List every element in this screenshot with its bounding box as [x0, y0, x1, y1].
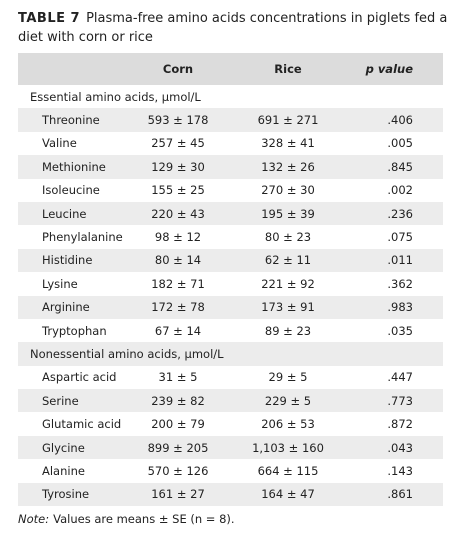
row-label: Tyrosine	[18, 482, 128, 507]
value-cell: .143	[387, 463, 413, 478]
value-cell: 206 ± 53	[261, 417, 315, 432]
table-row: Alanine 570 ± 126 664 ± 115 .143	[18, 459, 443, 482]
value-cell: 257 ± 45	[151, 136, 205, 151]
row-label: Glutamic acid	[42, 417, 122, 432]
row-label: Isoleucine	[42, 183, 100, 198]
value-cell: 270 ± 30	[261, 183, 315, 198]
value-cell: 664 ± 115	[257, 463, 319, 478]
row-label: Lysine	[42, 276, 78, 291]
value-cell: .773	[348, 389, 443, 413]
value-cell: .362	[387, 276, 413, 291]
value-cell: 182 ± 71	[151, 276, 205, 291]
value-cell: .845	[348, 155, 443, 179]
value-cell: 29 ± 5	[268, 370, 308, 385]
value-cell: 67 ± 14	[154, 323, 202, 338]
value-cell: 161 ± 27	[128, 482, 228, 507]
row-label: Valine	[42, 136, 77, 151]
value-cell: .075	[387, 230, 413, 245]
table-row: Glycine 899 ± 205 1,103 ± 160.043	[18, 435, 443, 460]
value-cell: 691 ± 271	[228, 108, 348, 132]
value-cell: .043	[348, 435, 443, 460]
table-row: Serine 239 ± 82 229 ± 5.773	[18, 389, 443, 413]
table-row: Tyrosine 161 ± 27 164 ± 47.861	[18, 482, 443, 507]
table-row: Methionine 129 ± 30 132 ± 26.845	[18, 155, 443, 179]
value-cell: .236	[348, 201, 443, 226]
value-cell: .035	[387, 323, 413, 338]
value-cell: .861	[348, 482, 443, 507]
row-label: Threonine	[18, 108, 128, 132]
table-row: Histidine 80 ± 14 62 ± 11.011	[18, 248, 443, 273]
value-cell: 129 ± 30	[128, 155, 228, 179]
row-label: Aspartic acid	[42, 370, 117, 385]
value-cell: 220 ± 43	[128, 201, 228, 226]
value-cell: 98 ± 12	[154, 230, 202, 245]
note-text: Values are means ± SE (n = 8).	[53, 512, 235, 526]
section-label: Essential amino acids, μmol/L	[30, 89, 201, 104]
row-label: Tryptophan	[42, 323, 107, 338]
row-label: Glycine	[18, 435, 128, 460]
row-label: Serine	[18, 389, 128, 413]
section-label: Nonessential amino acids, μmol/L	[18, 342, 443, 366]
data-table: Corn Rice p value Essential amino acids, μ…	[18, 53, 443, 507]
value-cell: .406	[348, 108, 443, 132]
table-row: Aspartic acid 31 ± 5 29 ± 5 .447	[18, 366, 443, 389]
table-label: TABLE 7	[18, 11, 81, 26]
table-row: Arginine 172 ± 78 173 ± 91.983	[18, 295, 443, 319]
row-label: Leucine	[18, 201, 128, 226]
table-row: Threonine 593 ± 178 691 ± 271.406	[18, 108, 443, 132]
header-row: Corn Rice p value	[18, 53, 443, 85]
note-label: Note:	[18, 512, 50, 526]
section-row: Nonessential amino acids, μmol/L	[18, 342, 443, 366]
title-text: Plasma-free amino acids concentrations i…	[18, 11, 448, 45]
value-cell: .005	[387, 136, 413, 151]
column-header: p value	[348, 53, 443, 85]
value-cell: 229 ± 5	[228, 389, 348, 413]
value-cell: 164 ± 47	[228, 482, 348, 507]
value-cell: 62 ± 11	[228, 248, 348, 273]
value-cell: 1,103 ± 160	[228, 435, 348, 460]
value-cell: .447	[387, 370, 413, 385]
value-cell: .872	[387, 417, 413, 432]
table-row: Phenylalanine 98 ± 12 80 ± 23 .075	[18, 225, 443, 248]
value-cell: 155 ± 25	[151, 183, 205, 198]
table-row: Leucine 220 ± 43 195 ± 39.236	[18, 201, 443, 226]
table-title: TABLE 7 Plasma-free amino acids concentra…	[18, 9, 458, 47]
value-cell: .002	[387, 183, 413, 198]
row-label: Arginine	[18, 295, 128, 319]
row-label: Methionine	[18, 155, 128, 179]
row-label: Phenylalanine	[42, 230, 123, 245]
value-cell: 200 ± 79	[151, 417, 205, 432]
value-cell: 89 ± 23	[264, 323, 312, 338]
table-row: Glutamic acid 200 ± 79 206 ± 53 .872	[18, 412, 443, 435]
value-cell: .983	[348, 295, 443, 319]
value-cell: 132 ± 26	[228, 155, 348, 179]
table-row: Lysine 182 ± 71 221 ± 92 .362	[18, 272, 443, 295]
row-label: Histidine	[18, 248, 128, 273]
column-header: Corn	[128, 53, 228, 85]
value-cell: 328 ± 41	[261, 136, 315, 151]
value-cell: .011	[348, 248, 443, 273]
value-cell: 570 ± 126	[147, 463, 209, 478]
value-cell: 172 ± 78	[128, 295, 228, 319]
value-cell: 195 ± 39	[228, 201, 348, 226]
table-row: Valine 257 ± 45 328 ± 41 .005	[18, 132, 443, 155]
section-row: Essential amino acids, μmol/L	[18, 85, 443, 108]
row-label: Alanine	[42, 463, 85, 478]
header-cell	[18, 53, 128, 85]
table-row: Isoleucine 155 ± 25 270 ± 30 .002	[18, 179, 443, 202]
value-cell: 80 ± 14	[128, 248, 228, 273]
value-cell: 31 ± 5	[158, 370, 198, 385]
value-cell: 173 ± 91	[228, 295, 348, 319]
value-cell: 593 ± 178	[128, 108, 228, 132]
value-cell: 899 ± 205	[128, 435, 228, 460]
value-cell: 80 ± 23	[264, 230, 312, 245]
table-row: Tryptophan 67 ± 14 89 ± 23 .035	[18, 319, 443, 342]
table-note: Note: Values are means ± SE (n = 8).	[18, 512, 235, 526]
value-cell: 221 ± 92	[261, 276, 315, 291]
value-cell: 239 ± 82	[128, 389, 228, 413]
column-header: Rice	[228, 53, 348, 85]
